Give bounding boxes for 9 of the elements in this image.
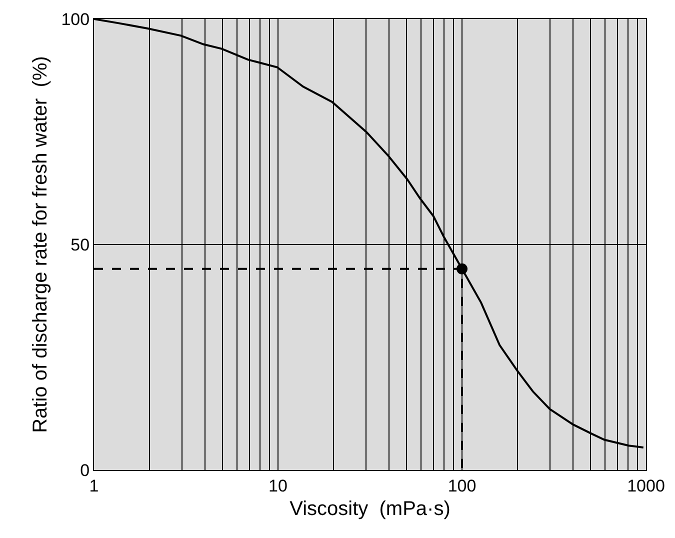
y-axis-title: Ratio of discharge rate for fresh water (%) [30, 56, 52, 433]
x-tick-label: 10 [268, 476, 288, 496]
y-tick-label: 0 [80, 460, 90, 480]
x-tick-label: 1000 [627, 476, 665, 496]
x-tick-label: 1 [89, 476, 99, 496]
x-axis-title: Viscosity (mPa·s) [290, 498, 450, 520]
y-tick-label: 100 [61, 10, 90, 29]
x-tick-label: 100 [448, 476, 476, 496]
y-tick-label: 50 [70, 235, 90, 254]
